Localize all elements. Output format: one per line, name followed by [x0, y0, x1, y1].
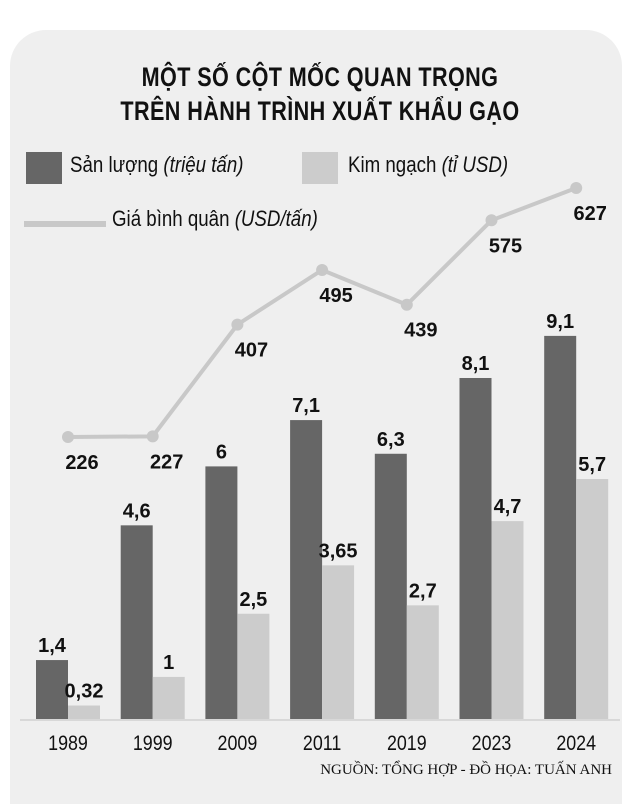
x-tick-label-2011: 2011 — [303, 732, 341, 756]
price-label-2009: 407 — [235, 340, 268, 362]
price-label-2019: 439 — [404, 320, 437, 342]
bar-kim-ngach-1989 — [68, 705, 100, 719]
price-point-1989 — [62, 431, 74, 443]
x-tick-label-1989: 1989 — [48, 732, 88, 756]
chart-title-line-1: MỘT SỐ CỘT MỐC QUAN TRỌNG — [141, 62, 499, 92]
bar-kim-ngach-2011 — [322, 565, 355, 719]
bar-label-san-luong-2024: 9,1 — [546, 311, 574, 333]
price-point-2019 — [400, 298, 413, 311]
price-point-1999 — [146, 430, 159, 443]
price-label-2011: 495 — [319, 285, 352, 307]
bar-kim-ngach-2019 — [406, 605, 439, 719]
bar-kim-ngach-2023 — [491, 521, 524, 719]
bar-label-kim-ngach-1999: 1 — [163, 652, 174, 674]
bar-label-san-luong-2019: 6,3 — [377, 429, 405, 451]
price-point-2024 — [570, 182, 583, 194]
price-label-2024: 627 — [574, 203, 607, 225]
bar-label-kim-ngach-2024: 5,7 — [578, 454, 606, 476]
bar-label-kim-ngach-2009: 2,5 — [239, 589, 267, 611]
x-tick-label-2009: 2009 — [218, 732, 258, 756]
bar-kim-ngach-2024 — [576, 479, 609, 719]
price-point-2023 — [485, 214, 498, 227]
bar-label-kim-ngach-2023: 4,7 — [494, 496, 522, 518]
bar-label-san-luong-2009: 6 — [216, 441, 227, 463]
price-label-2023: 575 — [489, 235, 522, 257]
legend-gia-binh-quan: Giá bình quân (USD/tấn) — [112, 206, 318, 231]
bar-label-san-luong-2011: 7,1 — [292, 395, 320, 417]
legend-swatch-kim-ngach — [302, 152, 338, 184]
x-tick-label-2019: 2019 — [387, 732, 427, 756]
bar-kim-ngach-1999 — [152, 676, 185, 719]
bar-san-luong-2009 — [205, 466, 238, 719]
bar-san-luong-2019 — [374, 453, 407, 719]
bar-san-luong-2023 — [459, 377, 492, 719]
x-tick-label-2023: 2023 — [472, 732, 512, 756]
bar-san-luong-1989 — [36, 660, 68, 719]
x-tick-label-1999: 1999 — [133, 732, 173, 756]
bar-san-luong-1999 — [120, 525, 153, 719]
bar-label-san-luong-1999: 4,6 — [123, 500, 151, 522]
x-tick-label-2024: 2024 — [556, 732, 596, 756]
chart-title-line-2: TRÊN HÀNH TRÌNH XUẤT KHẨU GẠO — [120, 96, 520, 126]
legend-san-luong: Sản lượng (triệu tấn) — [70, 152, 244, 177]
price-point-2009 — [231, 318, 244, 331]
bar-san-luong-2011 — [290, 420, 323, 719]
bar-label-kim-ngach-2011: 3,65 — [319, 540, 358, 562]
bar-label-kim-ngach-2019: 2,7 — [409, 580, 437, 602]
bar-label-san-luong-2023: 8,1 — [462, 353, 490, 375]
price-label-1999: 227 — [150, 451, 183, 473]
bar-label-kim-ngach-1989: 0,32 — [65, 681, 104, 703]
bar-kim-ngach-2009 — [237, 613, 270, 719]
bar-san-luong-2024 — [544, 335, 577, 719]
price-line — [67, 186, 577, 439]
legend-kim-ngach: Kim ngạch (tỉ USD) — [348, 152, 509, 177]
legend-swatch-san-luong — [26, 152, 62, 184]
price-label-1989: 226 — [65, 452, 98, 474]
bar-label-san-luong-1989: 1,4 — [38, 635, 67, 657]
price-point-2011 — [316, 263, 329, 276]
source-credit: NGUỒN: TỔNG HỢP - ĐỒ HỌA: TUẤN ANH — [320, 762, 612, 778]
legend-line-gia-binh-quan — [24, 221, 106, 227]
